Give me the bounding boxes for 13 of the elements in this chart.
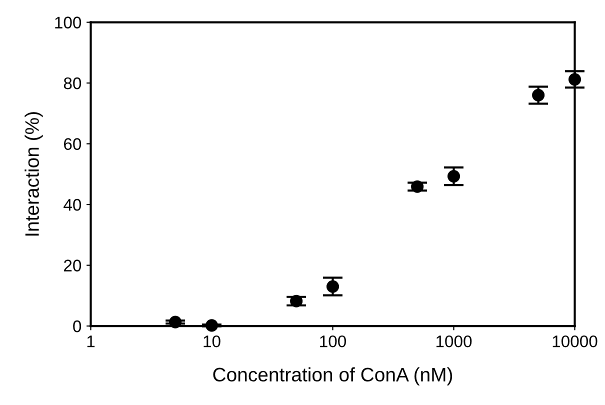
y-tick-label: 20 (64, 260, 82, 272)
x-axis-title: Concentration of ConA (nM) (213, 367, 452, 386)
x-tick-label: 1 (87, 336, 95, 348)
y-tick-label: 0 (73, 320, 82, 332)
y-tick-label: 80 (64, 77, 82, 90)
y-axis-title: Interaction (%) (24, 112, 43, 236)
y-tick-label: 40 (64, 198, 82, 211)
y-tick-label: 100 (55, 16, 82, 28)
x-tick-label: 1000 (436, 335, 472, 348)
x-tick-label: 100 (320, 335, 346, 348)
x-tick-label: 10 (204, 335, 220, 348)
x-tick-label: 10000 (552, 335, 598, 348)
y-tick-label: 60 (64, 138, 82, 150)
